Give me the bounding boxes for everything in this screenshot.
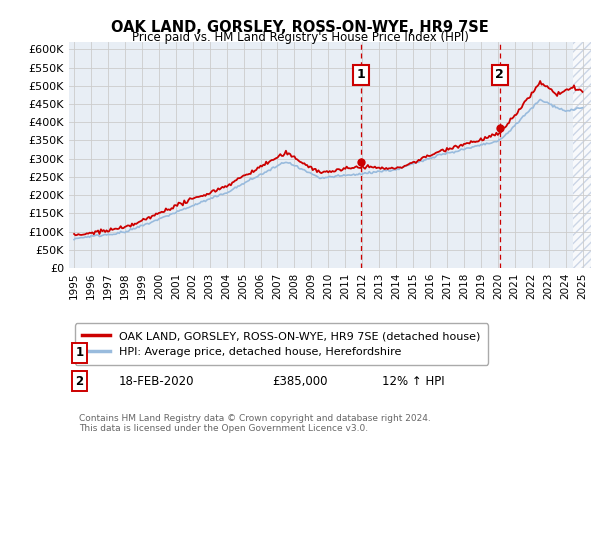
Text: 2: 2 xyxy=(76,375,83,388)
Text: 7% ↑ HPI: 7% ↑ HPI xyxy=(382,347,437,360)
Text: £290,000: £290,000 xyxy=(272,347,328,360)
Text: 2: 2 xyxy=(496,68,504,81)
Legend: OAK LAND, GORSLEY, ROSS-ON-WYE, HR9 7SE (detached house), HPI: Average price, de: OAK LAND, GORSLEY, ROSS-ON-WYE, HR9 7SE … xyxy=(74,324,488,365)
Text: OAK LAND, GORSLEY, ROSS-ON-WYE, HR9 7SE: OAK LAND, GORSLEY, ROSS-ON-WYE, HR9 7SE xyxy=(111,20,489,35)
Text: 1: 1 xyxy=(76,347,83,360)
Text: 12% ↑ HPI: 12% ↑ HPI xyxy=(382,375,445,388)
Text: £385,000: £385,000 xyxy=(272,375,328,388)
Text: 18-FEB-2020: 18-FEB-2020 xyxy=(119,375,194,388)
Bar xyxy=(572,42,591,268)
Text: 1: 1 xyxy=(356,68,365,81)
Text: 25-NOV-2011: 25-NOV-2011 xyxy=(119,347,197,360)
Text: Contains HM Land Registry data © Crown copyright and database right 2024.
This d: Contains HM Land Registry data © Crown c… xyxy=(79,414,431,433)
Text: Price paid vs. HM Land Registry's House Price Index (HPI): Price paid vs. HM Land Registry's House … xyxy=(131,31,469,44)
Bar xyxy=(572,42,591,268)
